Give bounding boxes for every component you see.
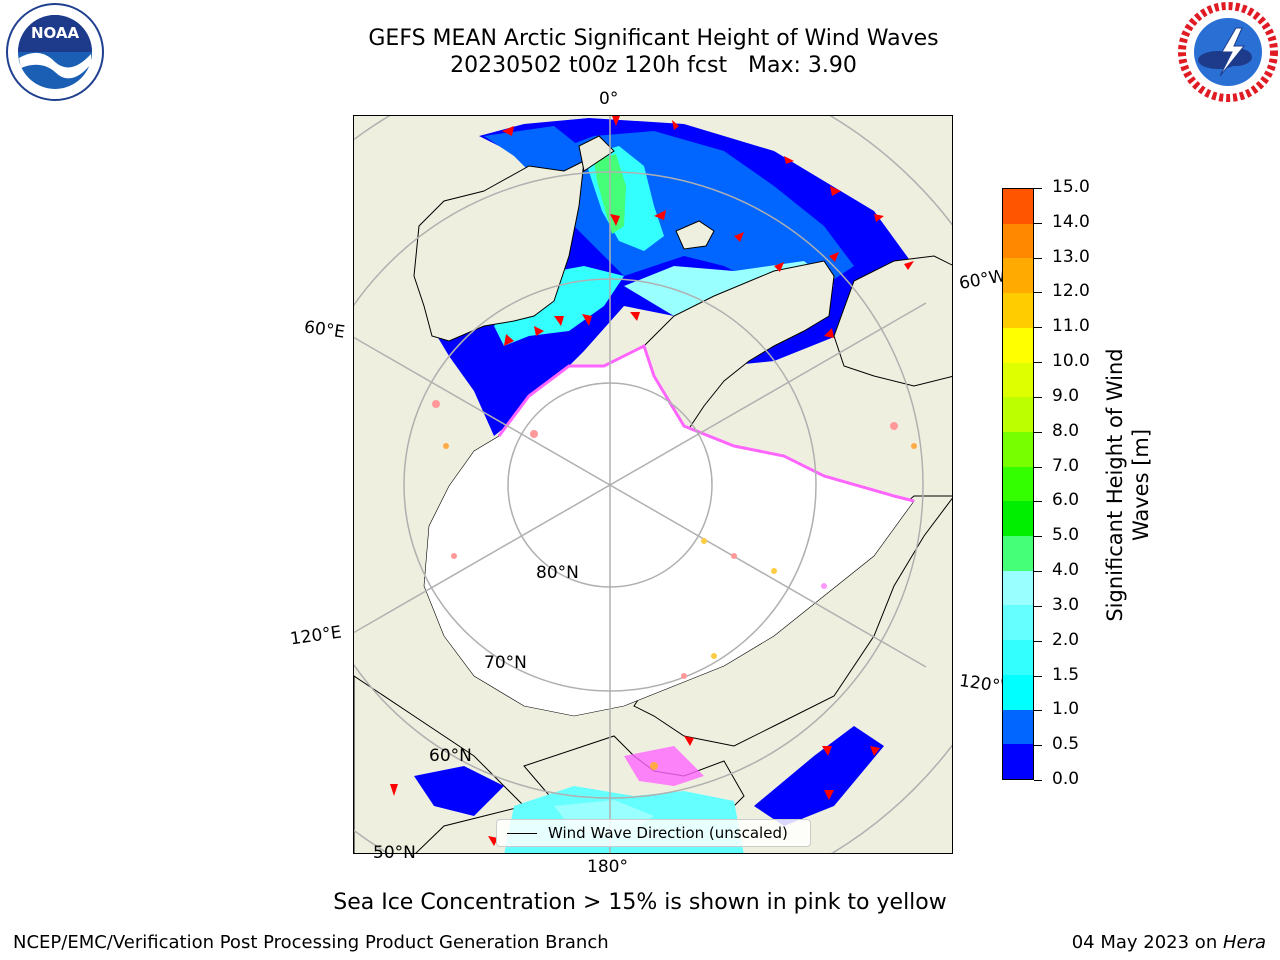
colorbar-tick-label: 11.0 (1052, 316, 1090, 337)
legend-label: Wind Wave Direction (unscaled) (548, 824, 788, 842)
colorbar-segment (1003, 189, 1033, 224)
colorbar-tick-label: 14.0 (1052, 211, 1090, 232)
lon-60w-label: 60°W (957, 266, 1008, 294)
colorbar-tick (1034, 396, 1042, 398)
footer-host: Hera (1222, 932, 1266, 953)
colorbar-tick (1034, 780, 1042, 781)
colorbar-tick-label: 5.0 (1052, 525, 1080, 546)
colorbar-tick (1034, 431, 1042, 433)
colorbar-tick (1034, 536, 1042, 538)
colorbar-tick (1034, 257, 1042, 259)
colorbar-tick (1034, 292, 1042, 294)
colorbar-tick-label: 2.0 (1052, 629, 1080, 650)
lon-0-label: 0° (599, 89, 619, 109)
colorbar-segment (1003, 431, 1033, 467)
colorbar-tick-label: 1.5 (1052, 664, 1080, 685)
lat-50-label: 50°N (373, 843, 416, 863)
colorbar-tick (1034, 466, 1042, 468)
colorbar-segment (1003, 605, 1033, 641)
lat-80-label: 80°N (536, 563, 579, 583)
colorbar-tick-label: 10.0 (1052, 351, 1090, 372)
chart-subtitle-run: 20230502 t00z 120h fcst Max: 3.90 (450, 53, 857, 78)
polar-map-canvas (354, 116, 952, 853)
colorbar-tick (1034, 640, 1042, 642)
legend: Wind Wave Direction (unscaled) (496, 819, 811, 847)
lon-60e-label: 60°E (302, 317, 347, 343)
footer-date: 04 May 2023 on Hera (1072, 932, 1266, 953)
sea-ice-edge-marks (432, 400, 917, 770)
colorbar-segment (1003, 674, 1033, 710)
lon-180-label: 180° (587, 857, 628, 877)
colorbar-tick (1034, 222, 1042, 224)
noaa-logo-text: NOAA (31, 24, 80, 42)
colorbar-segment (1003, 709, 1033, 745)
colorbar-tick-label: 15.0 (1052, 177, 1090, 197)
noaa-logo: NOAA (6, 3, 104, 101)
footer-date-text: 04 May 2023 on (1071, 932, 1223, 953)
colorbar-segment (1003, 640, 1033, 675)
colorbar-segment (1003, 293, 1033, 328)
colorbar-segment (1003, 536, 1033, 571)
colorbar-tick-label: 9.0 (1052, 385, 1080, 406)
colorbar-tick-label: 1.0 (1052, 699, 1080, 720)
colorbar-tick-label: 8.0 (1052, 420, 1080, 441)
lat-70-label: 70°N (484, 653, 527, 673)
chart-title: GEFS MEAN Arctic Significant Height of W… (368, 26, 939, 51)
footer-credit: NCEP/EMC/Verification Post Processing Pr… (13, 932, 609, 953)
colorbar-tick-label: 6.0 (1052, 490, 1080, 511)
colorbar-segment (1003, 466, 1033, 502)
colorbar-segment (1003, 327, 1033, 363)
colorbar-tick-label: 0.0 (1052, 769, 1080, 789)
colorbar-segment (1003, 362, 1033, 398)
colorbar-tick (1034, 710, 1042, 712)
polar-map: 80°N 70°N 60°N Wind Wave Direction (unsc… (353, 115, 953, 854)
colorbar-segment (1003, 501, 1033, 537)
ice-note: Sea Ice Concentration > 15% is shown in … (333, 890, 947, 915)
colorbar-tick-label: 12.0 (1052, 281, 1090, 302)
colorbar-tick-label: 0.5 (1052, 734, 1080, 755)
colorbar-segment (1003, 397, 1033, 432)
colorbar-tick (1034, 571, 1042, 573)
colorbar-segment (1003, 258, 1033, 294)
colorbar-segment (1003, 744, 1033, 779)
wind-wave-arrows (390, 116, 914, 846)
graticule (354, 116, 952, 853)
nws-logo (1178, 2, 1278, 102)
colorbar-tick (1034, 188, 1042, 189)
colorbar-title: Significant Height of Wind Waves [m] (1103, 348, 1153, 622)
colorbar-tick (1034, 501, 1042, 503)
colorbar-tick (1034, 675, 1042, 677)
colorbar-tick-label: 7.0 (1052, 455, 1080, 476)
colorbar-tick (1034, 362, 1042, 364)
colorbar-segment (1003, 570, 1033, 606)
lat-60-label: 60°N (429, 746, 472, 766)
colorbar-segment (1003, 223, 1033, 259)
legend-line-swatch (507, 833, 537, 834)
colorbar-tick (1034, 327, 1042, 329)
colorbar-tick-label: 13.0 (1052, 246, 1090, 267)
colorbar-tick (1034, 745, 1042, 747)
lon-120e-label: 120°E (288, 622, 343, 650)
colorbar-tick-label: 4.0 (1052, 560, 1080, 581)
colorbar (1002, 188, 1034, 780)
colorbar-tick-label: 3.0 (1052, 594, 1080, 615)
colorbar-tick (1034, 605, 1042, 607)
